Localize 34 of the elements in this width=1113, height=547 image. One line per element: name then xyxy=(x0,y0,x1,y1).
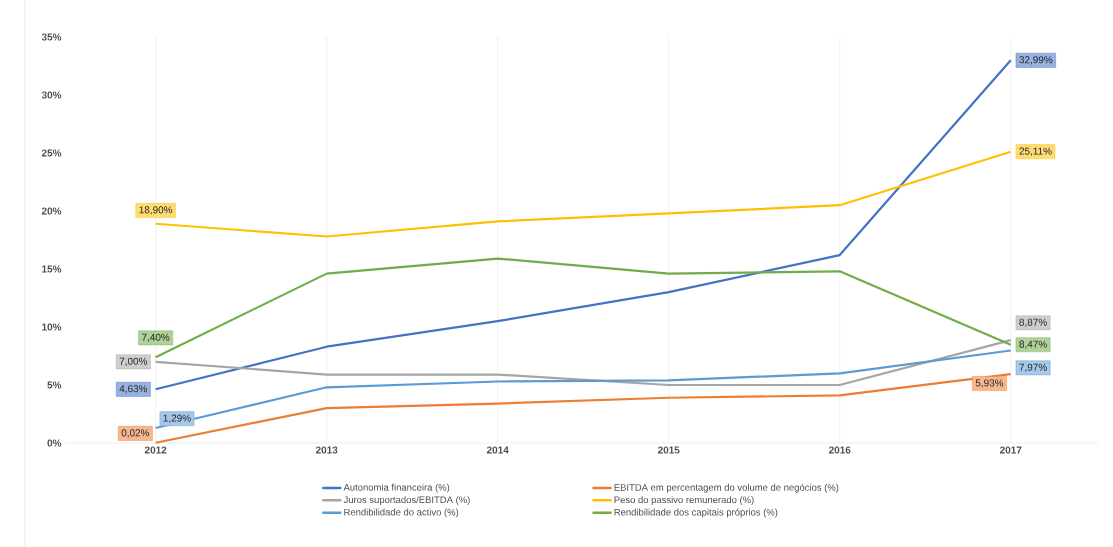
data-label: 4,63% xyxy=(119,385,148,394)
y-tick-label: 15% xyxy=(42,265,62,273)
x-tick-label: 2016 xyxy=(828,446,851,454)
data-label: 0,02% xyxy=(121,429,150,438)
x-tick-label: 2015 xyxy=(657,446,680,454)
x-tick-label: 2013 xyxy=(315,446,338,454)
legend-label: Rendibilidade do activo (%) xyxy=(344,508,459,518)
data-label: 8,87% xyxy=(1019,318,1047,327)
data-label: 8,47% xyxy=(1019,340,1047,349)
y-tick-label: 30% xyxy=(41,91,62,99)
data-label: 32,99% xyxy=(1019,56,1053,65)
data-label: 7,00% xyxy=(119,357,148,366)
legend-label: Peso do passivo remunerado (%) xyxy=(614,496,754,505)
y-tick-label: 25% xyxy=(41,149,62,157)
data-label: 5,93% xyxy=(975,379,1004,388)
y-tick-label: 5% xyxy=(47,381,62,389)
data-label: 7,40% xyxy=(142,333,170,342)
legend-label: Juros suportados/EBITDA (%) xyxy=(343,496,470,505)
data-label: 25,11% xyxy=(1019,147,1052,156)
legend-label: Rendibilidade dos capitais próprios (%) xyxy=(614,508,778,518)
y-tick-label: 0% xyxy=(47,439,62,447)
y-tick-label: 20% xyxy=(41,207,62,215)
legend-label: Autonomia financeira (%) xyxy=(343,483,450,493)
line-series xyxy=(154,373,1012,444)
y-tick-label: 10% xyxy=(42,323,62,331)
data-label: 18,90% xyxy=(139,206,173,215)
legend-label: EBITDA em percentagem do volume de negócios (%) xyxy=(614,483,839,493)
x-tick-label: 2014 xyxy=(486,446,509,454)
y-tick-label: 35% xyxy=(41,33,62,41)
x-tick-label: 2017 xyxy=(1000,446,1022,454)
x-tick-label: 2012 xyxy=(144,446,167,454)
line-series xyxy=(154,349,1012,430)
data-label: 1,29% xyxy=(163,414,191,423)
data-label: 7,97% xyxy=(1019,363,1047,372)
